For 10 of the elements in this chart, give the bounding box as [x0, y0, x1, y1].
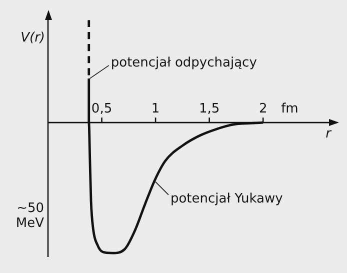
x-tick-label: 1 — [151, 101, 160, 116]
x-axis-title: r — [326, 126, 333, 142]
x-tick-label: 0,5 — [91, 101, 112, 116]
annotation: potencjał Yukawy — [170, 192, 284, 207]
annotation: potencjał odpychający — [110, 55, 258, 70]
x-tick-label: 2 — [258, 101, 268, 116]
y-axis-title: V(r) — [20, 30, 45, 46]
text: ~50 MeV — [16, 201, 44, 232]
x-tick-label: 1,5 — [198, 101, 220, 116]
annotation: fm — [281, 101, 298, 116]
